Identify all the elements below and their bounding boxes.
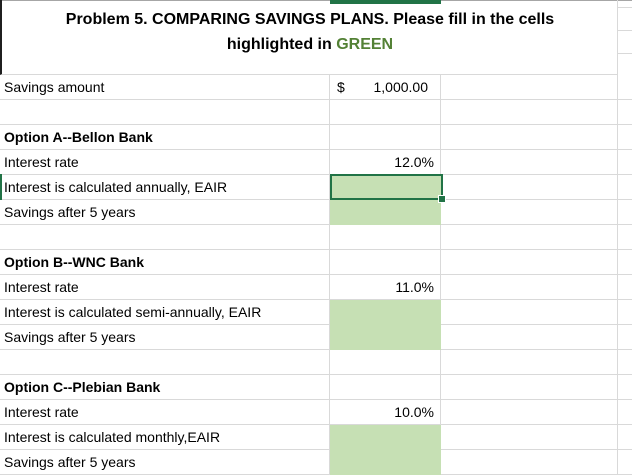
column-header-highlight [330,0,441,4]
row-value-cell[interactable] [330,425,441,450]
row-value-cell[interactable] [330,375,441,400]
table-row: Option C--Plebian Bank [0,375,632,400]
spacer-cell-d[interactable] [618,100,632,125]
spacer-cell-c[interactable] [441,425,618,450]
spacer-cell-c[interactable] [441,350,618,375]
row-label-cell[interactable] [0,225,330,250]
table-row: Interest is calculated monthly,EAIR [0,425,632,450]
spacer-cell-d[interactable] [618,200,632,225]
table-row: Interest rate 10.0% [0,400,632,425]
row-label-cell[interactable]: Interest rate [0,150,330,175]
spacer-cell-d[interactable] [618,325,632,350]
row-label-cell[interactable]: Interest rate [0,400,330,425]
row-label-cell[interactable]: Option A--Bellon Bank [0,125,330,150]
spacer-cell-d[interactable] [618,75,632,100]
row-value-cell[interactable] [330,225,441,250]
table-row: Interest is calculated semi-annually, EA… [0,300,632,325]
worksheet-grid: Savings amount $1,000.00 Option A--Bello… [0,75,632,475]
spacer-cell-d[interactable] [618,450,632,475]
row-value-cell[interactable] [330,100,441,125]
row-value-cell[interactable] [330,125,441,150]
row-label-cell[interactable]: Interest is calculated monthly,EAIR [0,425,330,450]
gridline-horizontal [618,7,632,8]
spacer-cell-c[interactable] [441,300,618,325]
spacer-cell-c[interactable] [441,100,618,125]
row-header-highlight [0,174,2,200]
table-row: Option A--Bellon Bank [0,125,632,150]
spacer-cell-c[interactable] [441,150,618,175]
spacer-cell-c[interactable] [441,325,618,350]
spacer-cell-d[interactable] [618,350,632,375]
spacer-cell-d[interactable] [618,150,632,175]
spacer-cell-d[interactable] [618,375,632,400]
spacer-cell-c[interactable] [441,250,618,275]
table-row: Savings after 5 years [0,450,632,475]
table-row [0,350,632,375]
selected-cell[interactable] [330,175,441,200]
spacer-cell-c[interactable] [441,375,618,400]
spacer-cell-d[interactable] [618,275,632,300]
spacer-cell-c[interactable] [441,200,618,225]
table-row: Savings amount $1,000.00 [0,75,632,100]
row-label-cell[interactable]: Option C--Plebian Bank [0,375,330,400]
table-row: Interest rate 11.0% [0,275,632,300]
table-row [0,225,632,250]
row-value-cell[interactable] [330,450,441,475]
row-label-cell[interactable]: Interest is calculated annually, EAIR [0,175,330,200]
table-row: Interest is calculated annually, EAIR [0,175,632,200]
spacer-cell-c[interactable] [441,125,618,150]
spacer-cell-d[interactable] [618,125,632,150]
spacer-cell-c[interactable] [441,450,618,475]
title-line-1: Problem 5. COMPARING SAVINGS PLANS. Plea… [65,11,555,28]
row-value-cell[interactable] [330,325,441,350]
row-label-cell[interactable]: Option B--WNC Bank [0,250,330,275]
spacer-cell-c[interactable] [441,175,618,200]
spacer-cell-c[interactable] [441,75,618,100]
fill-handle[interactable] [438,195,446,203]
title-line-2: highlighted in GREEN [2,32,618,57]
row-value-cell[interactable]: 12.0% [330,150,441,175]
row-value-cell[interactable] [330,300,441,325]
spacer-cell-d[interactable] [618,400,632,425]
table-row: Interest rate 12.0% [0,150,632,175]
row-label-cell[interactable] [0,350,330,375]
row-value-cell[interactable]: $1,000.00 [330,75,441,100]
gridline-vertical [617,0,618,75]
row-value-cell[interactable] [330,200,441,225]
spacer-cell-d[interactable] [618,250,632,275]
spacer-cell-d[interactable] [618,425,632,450]
row-label-cell[interactable]: Interest is calculated semi-annually, EA… [0,300,330,325]
row-label-cell[interactable]: Savings after 5 years [0,200,330,225]
row-value-cell[interactable]: 10.0% [330,400,441,425]
currency-symbol: $ [337,79,345,95]
row-value-cell[interactable]: 11.0% [330,275,441,300]
gridline-horizontal [618,30,632,31]
row-label-cell[interactable]: Interest rate [0,275,330,300]
table-row [0,100,632,125]
title-line-2-text: highlighted in [226,36,337,53]
gridline-horizontal [618,53,632,54]
table-row: Savings after 5 years [0,200,632,225]
spacer-cell-c[interactable] [441,275,618,300]
title-green-word: GREEN [336,36,394,53]
row-label-cell[interactable]: Savings amount [0,75,330,100]
spacer-cell-c[interactable] [441,225,618,250]
spacer-cell-d[interactable] [618,300,632,325]
title-cell[interactable]: Problem 5. COMPARING SAVINGS PLANS. Plea… [0,0,618,75]
row-label-cell[interactable]: Savings after 5 years [0,450,330,475]
row-value-cell[interactable] [330,250,441,275]
spacer-cell-d[interactable] [618,225,632,250]
currency-amount: 1,000.00 [373,79,429,95]
row-label-cell[interactable]: Savings after 5 years [0,325,330,350]
spacer-cell-c[interactable] [441,400,618,425]
row-value-cell[interactable] [330,350,441,375]
table-row: Option B--WNC Bank [0,250,632,275]
table-row: Savings after 5 years [0,325,632,350]
row-label-cell[interactable] [0,100,330,125]
spacer-cell-d[interactable] [618,175,632,200]
sheet-top-edge [0,0,632,1]
